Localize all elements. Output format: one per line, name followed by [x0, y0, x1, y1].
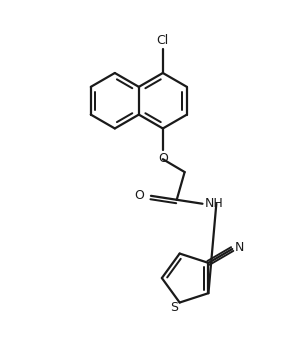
- Text: N: N: [235, 241, 245, 253]
- Text: O: O: [134, 189, 144, 202]
- Text: NH: NH: [204, 197, 223, 210]
- Text: S: S: [170, 301, 178, 314]
- Text: Cl: Cl: [157, 34, 169, 47]
- Text: O: O: [158, 152, 168, 165]
